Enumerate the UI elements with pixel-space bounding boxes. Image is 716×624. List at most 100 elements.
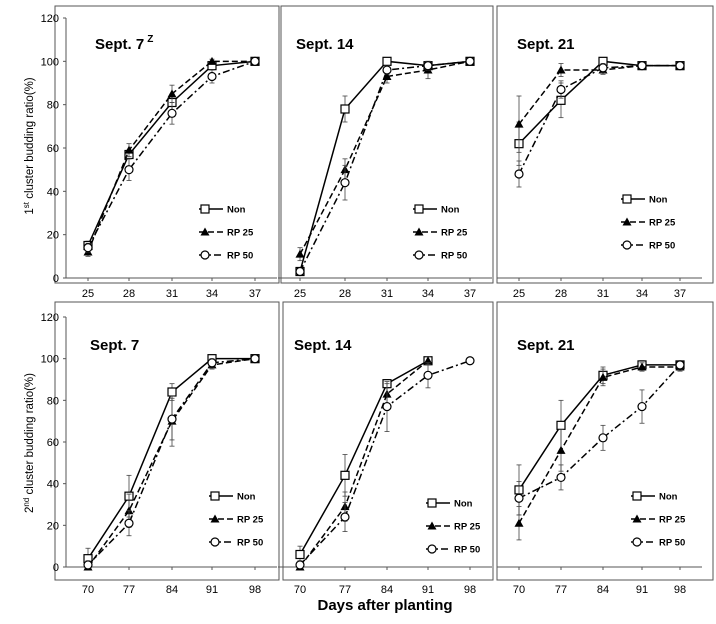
data-point <box>250 354 260 364</box>
legend-label: RP 50 <box>441 251 467 262</box>
legend: Non RP 25 RP 50 <box>631 491 686 549</box>
legend-marker <box>427 521 437 530</box>
series-rp-25 <box>83 56 260 257</box>
data-point <box>465 56 475 66</box>
x-tick-label: 25 <box>513 288 525 300</box>
series-rp-50 <box>514 61 685 188</box>
data-point <box>514 518 524 527</box>
data-point <box>423 61 433 71</box>
data-point <box>167 414 177 424</box>
x-tick-label: 28 <box>339 288 351 300</box>
legend-marker <box>632 537 642 547</box>
legend-marker <box>632 491 642 501</box>
x-tick-label: 98 <box>464 584 476 596</box>
series-rp-25 <box>514 61 685 153</box>
panel-title: Sept. 7 <box>90 337 139 354</box>
legend-marker <box>622 194 632 204</box>
series-line <box>87 60 255 253</box>
series-rp-50 <box>83 56 260 253</box>
legend-label: RP 50 <box>227 251 253 262</box>
legend-marker <box>632 514 642 523</box>
series-rp-25 <box>83 354 260 571</box>
data-point <box>675 61 685 71</box>
x-tick-label: 98 <box>249 584 261 596</box>
series-non <box>83 354 260 568</box>
data-point <box>514 493 524 503</box>
series-line <box>299 60 471 272</box>
data-point <box>340 470 350 480</box>
data-point <box>556 84 566 95</box>
data-point <box>556 420 566 430</box>
y-tick-label: 80 <box>47 100 59 112</box>
series-line <box>299 360 429 568</box>
x-tick-label: 70 <box>82 584 94 596</box>
x-tick-label: 25 <box>294 288 306 300</box>
panel-title: Sept. 21 <box>517 36 575 53</box>
x-tick-label: 28 <box>123 288 135 300</box>
x-tick-label: 77 <box>123 584 135 596</box>
series-line <box>518 366 680 524</box>
series-line <box>299 60 471 272</box>
data-point <box>382 56 392 66</box>
data-point <box>124 165 134 175</box>
legend-label: RP 25 <box>227 228 254 239</box>
legend-marker <box>622 240 632 250</box>
panel-r1-c2: 25 28 31 34 37 Sept. 14 Non RP 25 RP 50 <box>278 5 494 300</box>
y-tick-label: 60 <box>47 143 59 155</box>
x-tick-label: 31 <box>597 288 609 300</box>
legend: Non RP 25 RP 50 <box>426 498 481 556</box>
data-point <box>207 358 217 368</box>
data-point <box>598 63 608 73</box>
legend-marker <box>622 217 632 226</box>
x-tick-label: 70 <box>513 584 525 596</box>
x-tick-label: 91 <box>422 584 434 596</box>
legend-marker <box>210 537 220 547</box>
legend-label: RP 25 <box>649 218 676 229</box>
data-point <box>423 356 433 365</box>
panel-r2-c3: 70 77 84 91 98 Sept. 21 Non RP 25 RP 50 <box>496 301 714 596</box>
legend-marker <box>210 514 220 523</box>
data-point <box>340 512 350 522</box>
panel-r1-c1: 0 20 40 60 80 100 120 25 28 31 34 37 Sept. 7 Z Non RP 2… <box>41 5 280 300</box>
data-point <box>598 372 608 381</box>
series-rp-25 <box>514 362 685 541</box>
legend-marker <box>414 250 424 260</box>
data-point <box>556 65 566 74</box>
y-axis-label-top: 1st cluster budding ratio(%) <box>22 77 36 214</box>
data-point <box>556 472 566 483</box>
data-point <box>637 61 647 71</box>
x-tick-label: 31 <box>166 288 178 300</box>
data-point <box>465 356 475 366</box>
series-non <box>514 56 685 166</box>
x-tick-label: 70 <box>294 584 306 596</box>
legend-marker <box>200 204 210 214</box>
x-tick-label: 34 <box>422 288 434 300</box>
panel-r2-c1: 0 20 40 60 80 100 120 70 77 84 91 98 Sept. 7 Non RP 25… <box>41 301 280 596</box>
legend-label: Non <box>227 205 246 216</box>
series-line <box>299 360 471 566</box>
legend-label: RP 50 <box>237 538 263 549</box>
series-line <box>518 64 680 175</box>
data-point <box>637 401 647 412</box>
data-point <box>514 169 524 179</box>
legend-label: RP 25 <box>441 228 468 239</box>
y-tick-label: 120 <box>41 312 59 324</box>
y-tick-label: 0 <box>53 273 59 285</box>
panel-title: Sept. 14 <box>296 36 354 53</box>
y-tick-label: 40 <box>47 479 59 491</box>
data-point <box>83 560 93 570</box>
y-tick-label: 60 <box>47 437 59 449</box>
x-tick-label: 34 <box>206 288 218 300</box>
legend: Non RP 25 RP 50 <box>199 204 254 262</box>
series-line <box>87 60 256 249</box>
series-rp-50 <box>83 354 260 570</box>
legend-marker <box>427 498 437 508</box>
legend-label: Non <box>659 492 678 503</box>
legend-label: RP 50 <box>649 241 675 252</box>
legend-marker <box>427 544 437 554</box>
data-point <box>295 549 305 560</box>
x-tick-label: 77 <box>339 584 351 596</box>
data-point <box>556 445 566 454</box>
y-tick-label: 20 <box>47 520 59 532</box>
